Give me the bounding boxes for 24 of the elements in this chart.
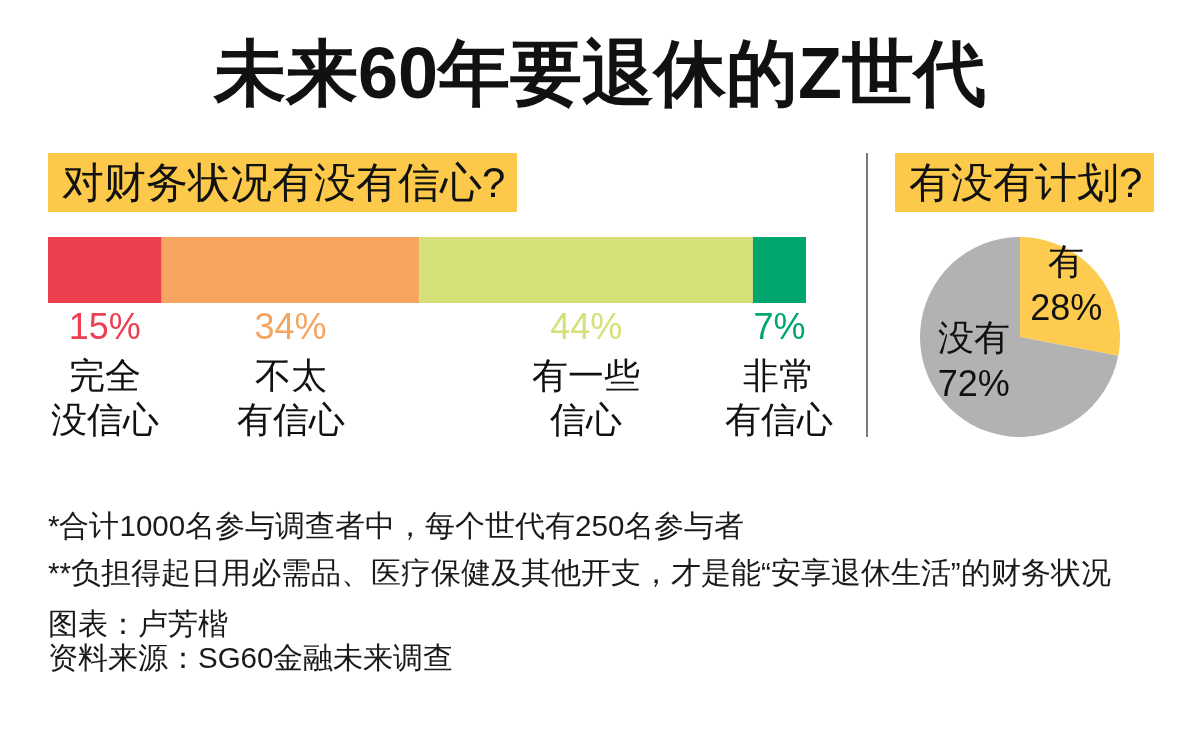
series-label: 有一些信心 [532,355,641,440]
bar [48,237,162,303]
bar [161,237,420,303]
data-label: 7% [753,306,806,347]
text: **负担得起日用必需品、医疗保健及其他开支，才是能“安享退休生活”的财务状况 [48,555,1111,591]
series-label: 不太有信心 [236,355,345,440]
slice-label: 没有 [937,317,1010,359]
bar [419,237,753,303]
data-label: 15% [68,306,141,347]
data-label: 34% [254,306,327,347]
chart-subtitle: 对财务状况有没有信心? [48,153,518,212]
data-label: 44% [550,306,623,347]
text: 资料来源：SG60金融未来调查 [48,640,454,676]
bar [752,237,806,303]
data-label: 72% [937,363,1010,405]
text: 图表：卢芳楷 [48,606,228,642]
pie-slice [920,237,1119,437]
series-label: 完全没信心 [50,355,159,440]
chart-title: 有没有计划? [895,153,1155,212]
series-label: 非常有信心 [725,355,834,440]
data-label: 28% [1030,286,1103,328]
text: *合计1000名参与调查者中，每个世代有250名参与者 [48,508,745,544]
chart-title: 未来60年要退休的Z世代 [212,32,988,115]
slice-label: 有 [1048,240,1085,282]
